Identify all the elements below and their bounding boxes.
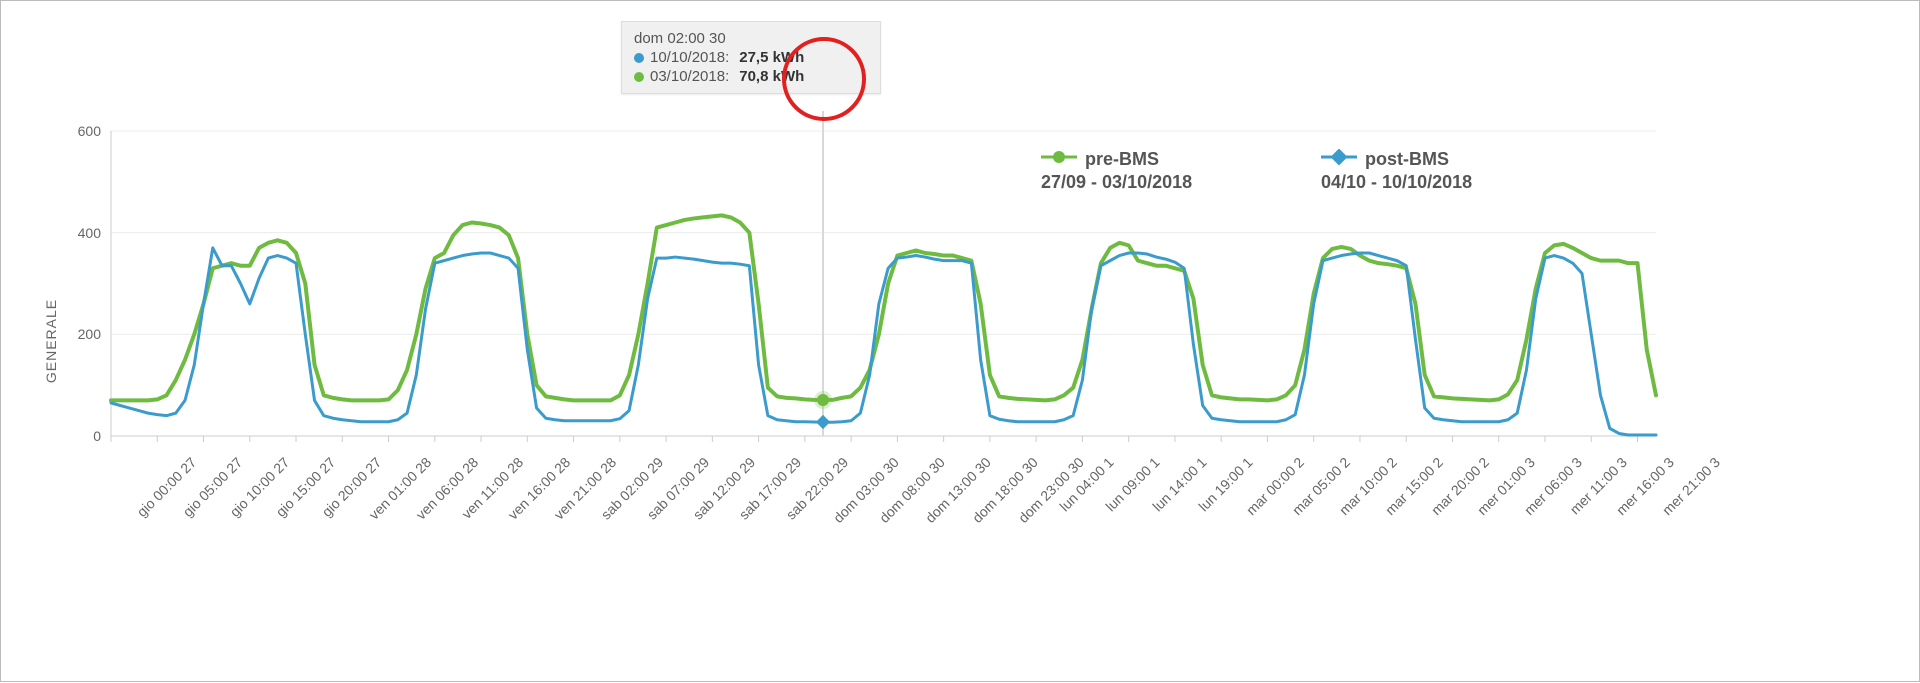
tooltip-date: 03/10/2018: bbox=[650, 68, 729, 85]
legend-sublabel: 04/10 - 10/10/2018 bbox=[1321, 172, 1472, 193]
legend-item-post_bms[interactable]: post-BMS04/10 - 10/10/2018 bbox=[1321, 149, 1472, 193]
tooltip-dot-icon bbox=[634, 53, 644, 63]
diamond-marker-icon bbox=[1321, 149, 1357, 170]
legend-item-pre_bms[interactable]: pre-BMS27/09 - 03/10/2018 bbox=[1041, 149, 1192, 193]
tooltip-hover-line bbox=[822, 111, 824, 436]
plot-area bbox=[1, 1, 1920, 683]
tooltip-box: dom 02:00 30 10/10/2018: 27,5 kWh 03/10/20… bbox=[621, 21, 881, 94]
tooltip-value: 70,8 kWh bbox=[739, 68, 804, 85]
energy-line-chart: GENERALE 0200400600 gio 00:00 27gio 05:0… bbox=[0, 0, 1920, 682]
tooltip-title: dom 02:00 30 bbox=[634, 30, 868, 47]
tooltip-dot-icon bbox=[634, 72, 644, 82]
series-line-post_bms bbox=[111, 248, 1656, 435]
legend-label: post-BMS bbox=[1365, 149, 1449, 170]
legend-sublabel: 27/09 - 03/10/2018 bbox=[1041, 172, 1192, 193]
tooltip-value: 27,5 kWh bbox=[739, 49, 804, 66]
hover-marker-post_bms bbox=[813, 412, 833, 437]
tooltip-date: 10/10/2018: bbox=[650, 49, 729, 66]
tooltip-row: 03/10/2018: 70,8 kWh bbox=[634, 68, 868, 85]
series-line-pre_bms bbox=[111, 215, 1656, 400]
circle-marker-icon bbox=[1041, 149, 1077, 170]
legend-label: pre-BMS bbox=[1085, 149, 1159, 170]
tooltip-row: 10/10/2018: 27,5 kWh bbox=[634, 49, 868, 66]
